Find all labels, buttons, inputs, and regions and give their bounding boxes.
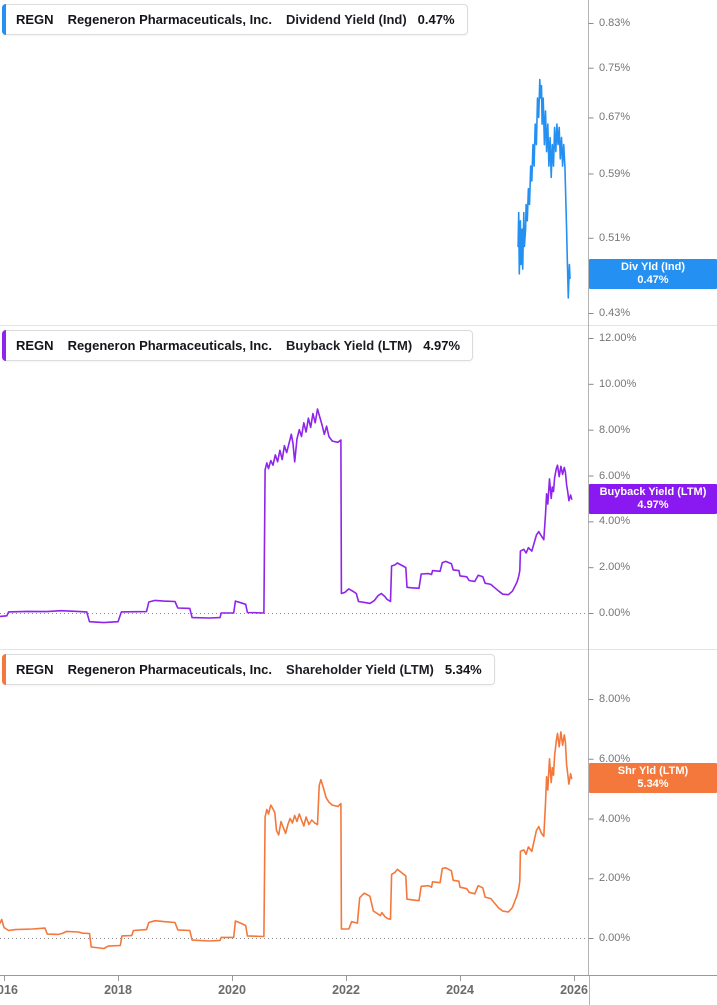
- metric-value-label: 5.34%: [444, 662, 482, 677]
- metric-value-label: 4.97%: [423, 338, 461, 353]
- x-tick-label: 2024: [446, 983, 474, 997]
- badge-label: Shr Yld (LTM): [617, 765, 689, 777]
- y-tick-label: 0.00%: [599, 932, 631, 944]
- y-tick-label: 6.00%: [599, 469, 631, 482]
- chart-plot-area[interactable]: [0, 326, 717, 650]
- company-name-label: Regeneron Pharmaceuticals, Inc.: [67, 12, 273, 27]
- y-tick-label: 2.00%: [599, 872, 631, 885]
- badge-label: Buyback Yield (LTM): [599, 486, 707, 498]
- y-tick-label: 0.43%: [599, 307, 631, 319]
- x-tick-mark: [574, 976, 575, 981]
- shareholder-yield-legend[interactable]: REGN Regeneron Pharmaceuticals, Inc. Sha…: [2, 654, 495, 685]
- x-tick-label: 2018: [104, 983, 132, 997]
- dividend-yield-last-value-badge[interactable]: Div Yld (Ind) 0.47%: [589, 259, 717, 289]
- y-tick-label: 4.00%: [599, 812, 631, 825]
- y-tick-label: 8.00%: [599, 423, 631, 436]
- company-name-label: Regeneron Pharmaceuticals, Inc.: [67, 662, 273, 677]
- x-tick-mark: [4, 976, 5, 981]
- shareholder-yield-chart[interactable]: REGN Regeneron Pharmaceuticals, Inc. Sha…: [0, 650, 717, 975]
- chart-plot-area[interactable]: [0, 650, 717, 975]
- badge-value: 5.34%: [637, 778, 669, 790]
- y-tick-label: 12.00%: [599, 332, 637, 344]
- buyback-yield-last-value-badge[interactable]: Buyback Yield (LTM) 4.97%: [589, 484, 717, 514]
- dividend-yield-legend[interactable]: REGN Regeneron Pharmaceuticals, Inc. Div…: [2, 4, 468, 35]
- y-tick-label: 8.00%: [599, 693, 631, 705]
- y-tick-label: 4.00%: [599, 515, 631, 528]
- dividend-yield-chart[interactable]: REGN Regeneron Pharmaceuticals, Inc. Div…: [0, 0, 717, 326]
- legend-accent-bar: [2, 330, 6, 361]
- y-tick-label: 2.00%: [599, 561, 631, 574]
- y-tick-label: 0.00%: [599, 607, 631, 619]
- ticker-label: REGN: [16, 338, 54, 353]
- metric-name-label: Shareholder Yield (LTM): [286, 662, 434, 677]
- ticker-label: REGN: [16, 662, 54, 677]
- shareholder-yield-ltm--line: [0, 731, 573, 950]
- x-tick-label: 2022: [332, 983, 360, 997]
- badge-label: Div Yld (Ind): [621, 261, 685, 273]
- buyback-yield-ltm--line: [0, 408, 573, 624]
- buyback-yield-chart[interactable]: REGN Regeneron Pharmaceuticals, Inc. Buy…: [0, 326, 717, 650]
- y-tick-label: 0.51%: [599, 231, 631, 244]
- y-tick-label: 0.75%: [599, 61, 631, 74]
- ticker-label: REGN: [16, 12, 54, 27]
- x-tick-mark: [460, 976, 461, 981]
- y-tick-label: 0.59%: [599, 167, 631, 180]
- badge-value: 0.47%: [637, 274, 669, 286]
- y-tick-label: 0.67%: [599, 111, 631, 124]
- y-tick-label: 10.00%: [599, 377, 637, 390]
- legend-accent-bar: [2, 654, 6, 685]
- y-axis-line-extension: [588, 976, 590, 1005]
- x-tick-label: 2016: [0, 983, 18, 997]
- metric-name-label: Buyback Yield (LTM): [286, 338, 413, 353]
- chart-plot-area[interactable]: [0, 0, 717, 326]
- x-tick-label: 2026: [560, 983, 588, 997]
- legend-accent-bar: [2, 4, 6, 35]
- shareholder-yield-last-value-badge[interactable]: Shr Yld (LTM) 5.34%: [589, 763, 717, 793]
- buyback-yield-legend[interactable]: REGN Regeneron Pharmaceuticals, Inc. Buy…: [2, 330, 474, 361]
- x-tick-mark: [346, 976, 347, 981]
- time-axis[interactable]: 2016 2018 2020 2022 2024 2026: [0, 975, 717, 1005]
- badge-value: 4.97%: [637, 499, 669, 511]
- company-name-label: Regeneron Pharmaceuticals, Inc.: [67, 338, 273, 353]
- y-tick-label: 6.00%: [599, 752, 631, 765]
- x-tick-mark: [232, 976, 233, 981]
- metric-name-label: Dividend Yield (Ind): [286, 12, 407, 27]
- dividend-yield-ind--line: [517, 78, 571, 299]
- x-tick-mark: [118, 976, 119, 981]
- metric-value-label: 0.47%: [417, 12, 455, 27]
- x-tick-label: 2020: [218, 983, 246, 997]
- y-tick-label: 0.83%: [599, 17, 631, 29]
